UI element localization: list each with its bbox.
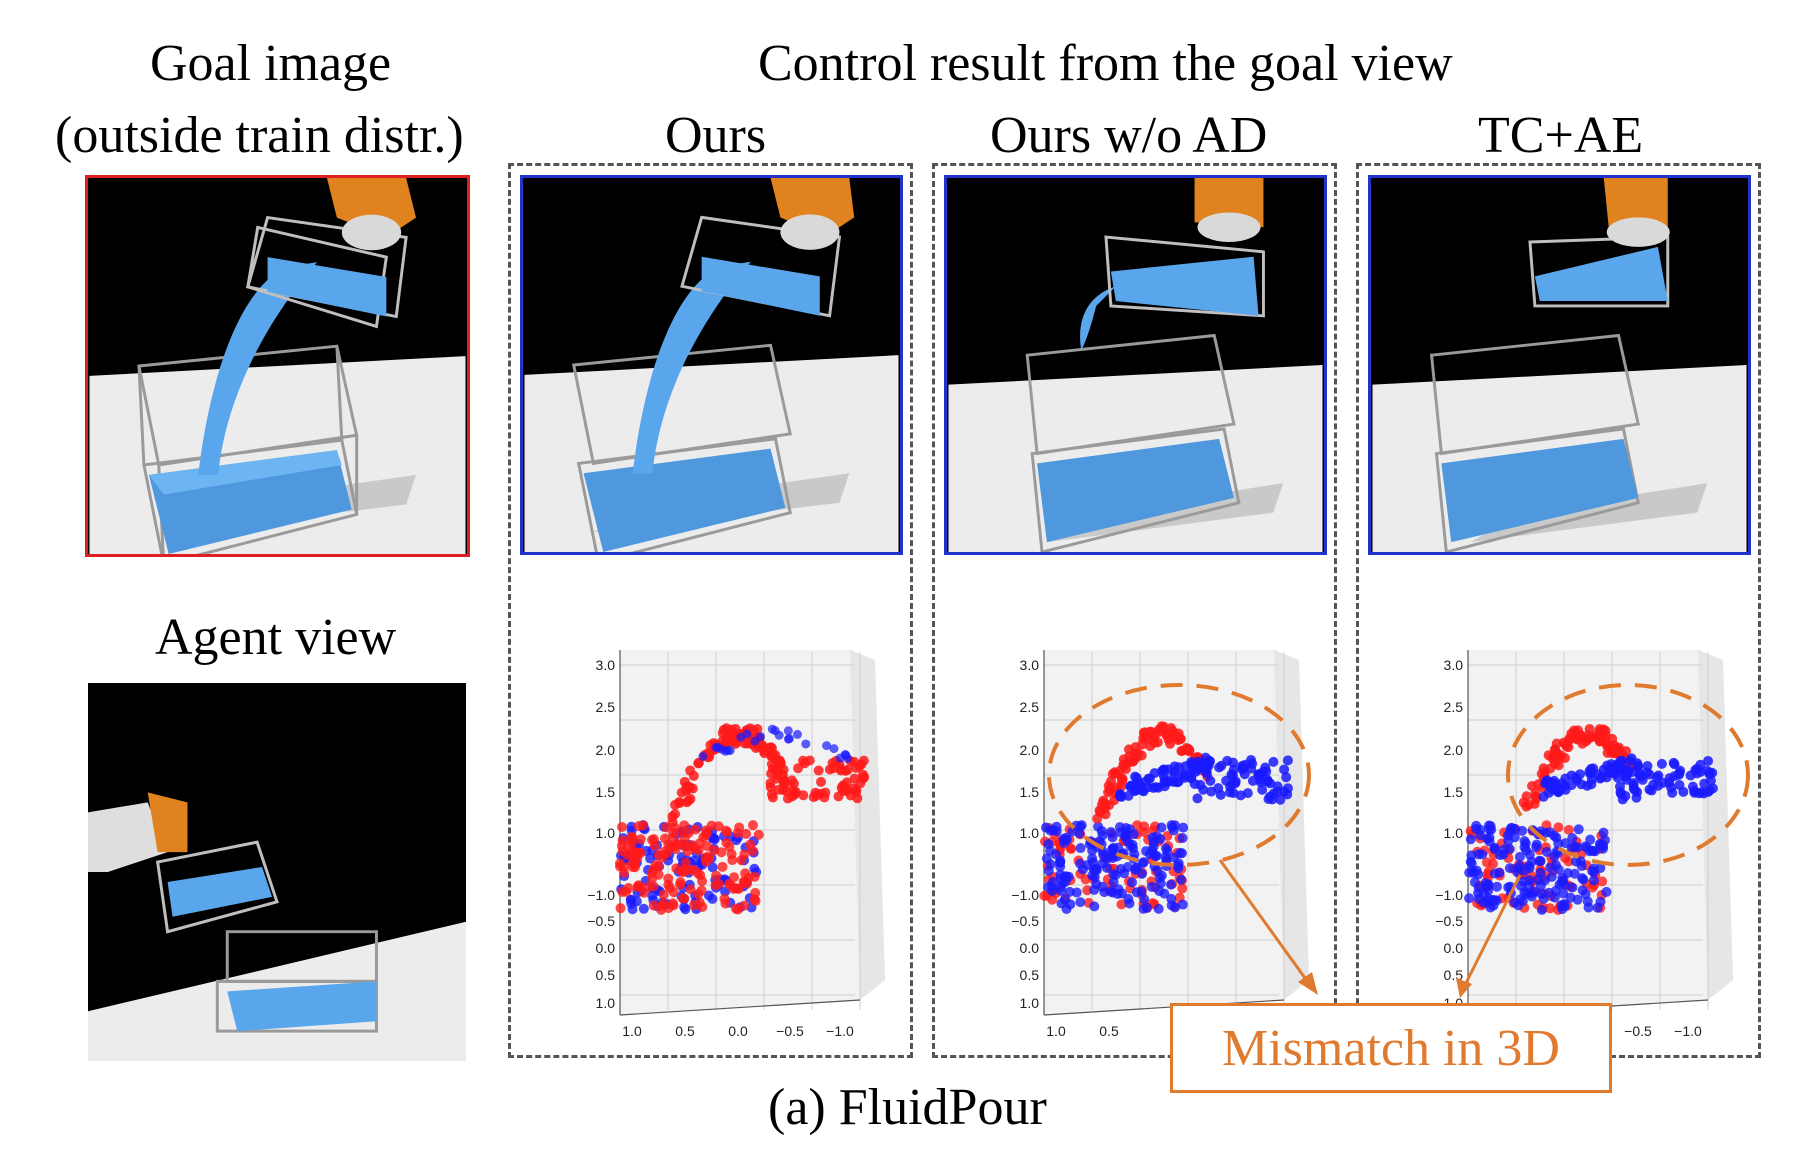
column-title-tc-ae: TC+AE bbox=[1478, 107, 1644, 164]
agent-view-title: Agent view bbox=[155, 609, 397, 666]
control-result-title: Control result from the goal view bbox=[758, 35, 1453, 92]
agent-view-panel bbox=[88, 683, 466, 1061]
tc-ae-result-panel bbox=[1368, 175, 1751, 555]
goal-scene-render bbox=[89, 178, 466, 554]
ours-wo-ad-result-panel bbox=[944, 175, 1327, 555]
ours-wo-ad-scene-render bbox=[948, 178, 1323, 552]
ours-result-panel bbox=[520, 175, 903, 555]
ours-wo-ad-group-box bbox=[932, 163, 1337, 1058]
goal-image-subtitle: (outside train distr.) bbox=[55, 107, 464, 164]
tc-ae-scene-render bbox=[1372, 178, 1747, 552]
column-title-ours-wo-ad: Ours w/o AD bbox=[990, 107, 1268, 164]
column-title-ours: Ours bbox=[665, 107, 767, 164]
goal-image-title: Goal image bbox=[150, 35, 392, 92]
goal-image-panel bbox=[85, 175, 470, 557]
ours-scene-render bbox=[524, 178, 899, 552]
mismatch-callout: Mismatch in 3D bbox=[1170, 1003, 1612, 1093]
figure-caption: (a) FluidPour bbox=[768, 1079, 1047, 1136]
agent-scene-render bbox=[88, 792, 466, 1061]
ours-group-box bbox=[508, 163, 913, 1058]
